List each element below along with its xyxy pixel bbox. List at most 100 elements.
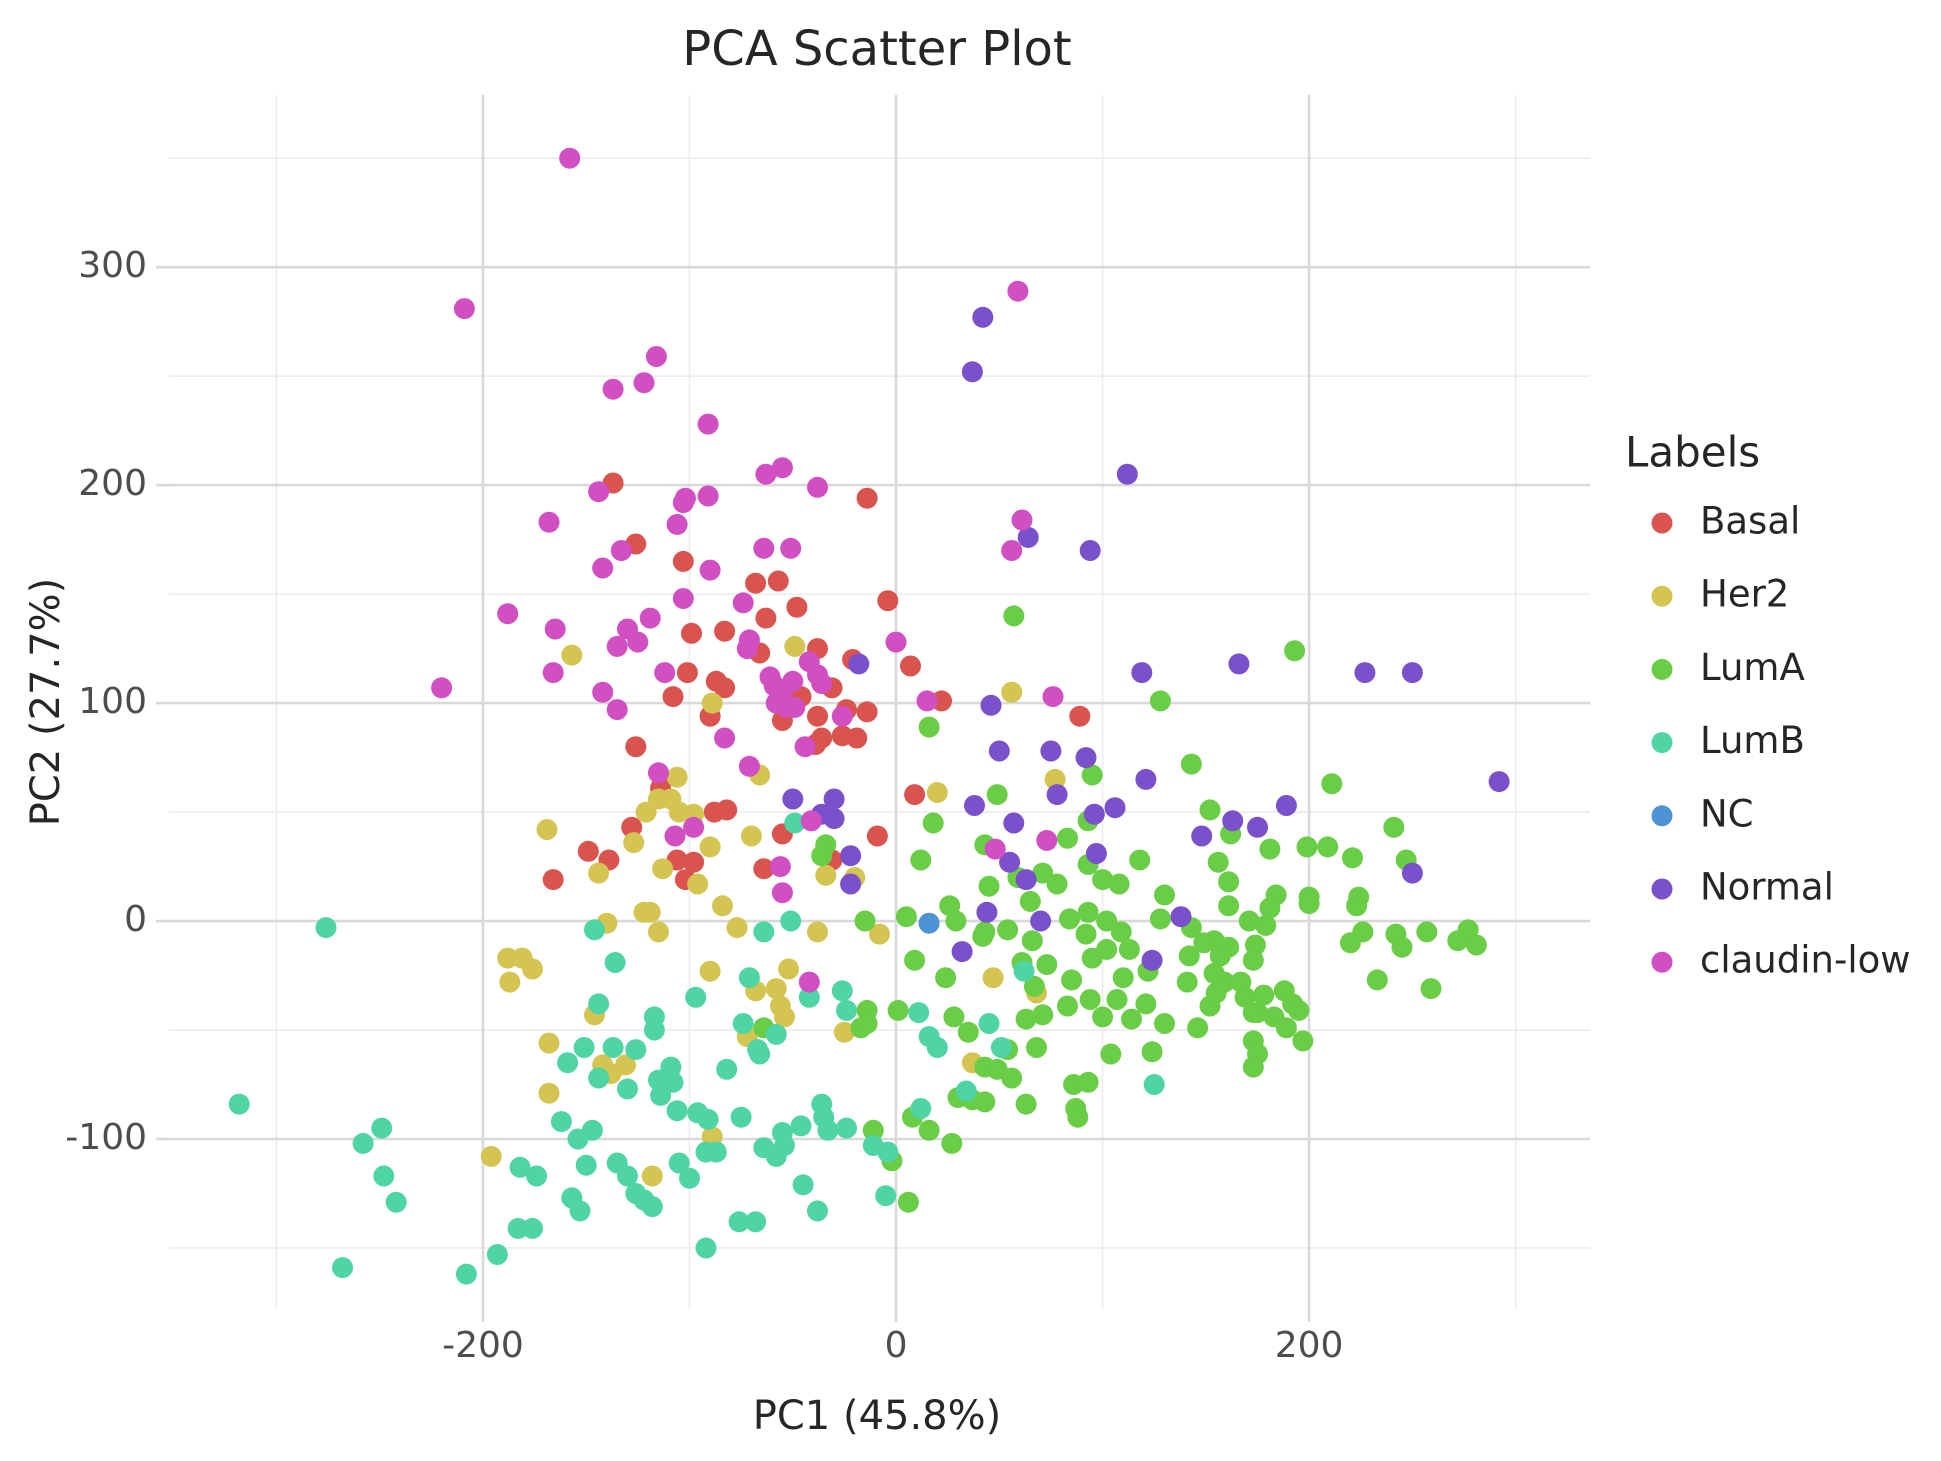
data-point	[588, 993, 610, 1015]
data-point	[887, 999, 909, 1021]
data-point	[807, 921, 828, 943]
y-tick-label: 100	[78, 681, 147, 722]
data-point	[1131, 662, 1153, 684]
data-point	[1081, 764, 1103, 786]
x-tick-label: 200	[1275, 1325, 1344, 1366]
data-point	[846, 727, 868, 749]
data-point	[790, 1115, 812, 1137]
data-point	[538, 511, 560, 533]
data-point	[1275, 795, 1297, 816]
data-point	[755, 607, 777, 629]
data-point	[1059, 908, 1080, 930]
data-point	[1036, 829, 1058, 851]
data-point	[228, 1093, 250, 1115]
data-point	[774, 1006, 795, 1028]
data-point	[1081, 947, 1103, 969]
data-point	[1135, 768, 1157, 790]
data-point	[542, 662, 564, 684]
data-point	[617, 1165, 638, 1187]
chart-title: PCA Scatter Plot	[682, 21, 1071, 77]
data-point	[1079, 540, 1101, 561]
data-point	[1121, 1008, 1142, 1030]
y-tick-label: 200	[78, 463, 147, 504]
data-point	[726, 917, 748, 939]
data-point	[1085, 843, 1107, 864]
series-LumA	[753, 605, 1487, 1213]
data-point	[1015, 1093, 1037, 1115]
data-point	[982, 967, 1004, 989]
x-axis-title: PC1 (45.8%)	[753, 1393, 1002, 1439]
data-point	[862, 1119, 884, 1141]
data-point	[712, 895, 733, 917]
data-point	[668, 1152, 690, 1174]
data-point	[1465, 934, 1487, 956]
data-point	[807, 705, 828, 727]
data-point	[800, 810, 822, 832]
data-point	[1141, 949, 1163, 971]
data-point	[869, 923, 890, 945]
data-point	[786, 596, 808, 618]
data-point	[606, 635, 628, 657]
legend-swatch-icon	[1651, 512, 1673, 534]
data-point	[625, 736, 647, 758]
legend-label: claudin-low	[1700, 939, 1911, 982]
data-point	[1040, 740, 1062, 762]
data-point	[926, 782, 948, 803]
data-point	[697, 1108, 719, 1130]
data-point	[716, 1058, 738, 1080]
data-point	[561, 644, 583, 666]
data-point	[1100, 1043, 1122, 1065]
data-point	[1118, 938, 1140, 960]
data-point	[836, 1117, 857, 1139]
data-point	[683, 851, 705, 873]
data-point	[1342, 847, 1363, 869]
y-tick-label: -100	[65, 1117, 147, 1158]
data-point	[782, 788, 804, 810]
data-point	[1021, 930, 1043, 952]
data-point	[497, 947, 519, 969]
data-point	[745, 1211, 767, 1233]
data-point	[625, 1039, 647, 1061]
data-point	[875, 1185, 897, 1207]
data-point	[648, 762, 669, 784]
data-point	[926, 1037, 948, 1058]
data-point	[1108, 873, 1130, 895]
data-point	[1317, 836, 1339, 858]
data-point	[588, 1067, 610, 1089]
data-point	[935, 967, 957, 989]
data-point	[961, 361, 983, 383]
data-point	[526, 1165, 548, 1187]
data-point	[745, 572, 767, 594]
data-point	[794, 736, 816, 758]
data-point	[666, 1100, 688, 1122]
data-point	[780, 537, 802, 559]
data-point	[699, 960, 721, 982]
data-point	[332, 1257, 353, 1279]
data-point	[1275, 1017, 1297, 1039]
data-point	[823, 808, 845, 830]
data-point	[1284, 640, 1306, 662]
data-point	[509, 1156, 531, 1178]
data-point	[1007, 280, 1029, 302]
data-point	[687, 873, 709, 895]
data-point	[1242, 949, 1264, 971]
data-point	[1247, 816, 1268, 838]
legend-label: LumB	[1700, 719, 1805, 762]
data-point	[497, 603, 519, 625]
data-point	[507, 1217, 529, 1239]
legend-swatch-icon	[1651, 878, 1673, 900]
data-point	[683, 816, 705, 838]
data-point	[856, 701, 878, 723]
data-point	[904, 784, 926, 806]
data-point	[1242, 1056, 1264, 1078]
data-point	[1255, 914, 1277, 936]
data-point	[753, 921, 775, 943]
data-point	[976, 901, 998, 923]
data-point	[784, 635, 806, 657]
data-point	[831, 980, 853, 1002]
data-point	[771, 457, 793, 479]
data-point	[536, 819, 558, 840]
data-point	[833, 1021, 855, 1043]
data-point	[641, 1196, 663, 1218]
